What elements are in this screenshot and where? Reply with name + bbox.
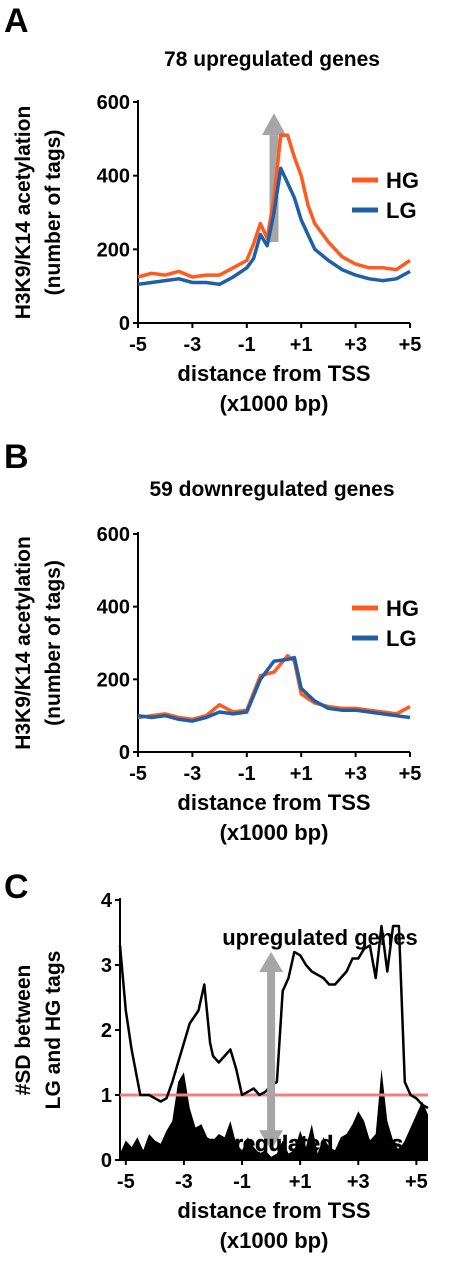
panel-letter-a: A (4, 2, 29, 40)
x-tick-label: +3 (344, 763, 367, 785)
y-tick-label: 400 (97, 597, 130, 619)
x-tick-label: -5 (129, 763, 147, 785)
x-tick-label: +1 (289, 1171, 312, 1193)
legend-label-lg: LG (386, 626, 417, 651)
x-axis-label: (x1000 bp) (220, 1228, 329, 1253)
tss-double-arrow-head-down (259, 1130, 284, 1151)
y-tick-label: 0 (101, 1150, 112, 1172)
y-tick-label: 0 (119, 313, 130, 335)
x-tick-label: +5 (399, 763, 422, 785)
x-tick-label: -3 (175, 1171, 193, 1193)
x-tick-label: -3 (184, 763, 202, 785)
legend-label-hg: HG (386, 596, 419, 621)
y-axis-label: H3K9/K14 acetylation (12, 106, 35, 320)
x-tick-label: -3 (184, 334, 202, 356)
panel-c: C 0 1 2 3 4 -5 -3 -1 +1 +3 +5 distance from TSS (x10… (4, 868, 429, 1253)
x-axis-label: distance from TSS (177, 790, 370, 815)
panel-letter-b: B (4, 438, 29, 476)
tss-arrow-head (262, 113, 286, 136)
panel-a: A 78 upregulated genes 0 200 400 600 -5 -3 -1 +… (4, 2, 421, 416)
y-axis-label: LG and HG tags (42, 951, 65, 1110)
x-axis-label: distance from TSS (177, 1198, 370, 1223)
x-tick-label: +1 (290, 334, 313, 356)
x-tick-label: +5 (405, 1171, 428, 1193)
y-axis-label: (number of tags) (42, 560, 65, 726)
series-line-hg (137, 133, 411, 279)
y-axis-label: H3K9/K14 acetylation (12, 536, 35, 750)
y-tick-label: 200 (97, 669, 130, 691)
panel-letter-c: C (4, 868, 29, 906)
x-axis-label: (x1000 bp) (220, 391, 329, 416)
x-tick-label: +3 (347, 1171, 370, 1193)
x-axis-label: (x1000 bp) (220, 820, 329, 845)
x-tick-label: -5 (117, 1171, 135, 1193)
x-tick-label: -1 (238, 334, 256, 356)
y-tick-label: 200 (97, 239, 130, 261)
panel-b-title: 59 downregulated genes (149, 478, 394, 501)
x-tick-label: -5 (129, 334, 147, 356)
x-tick-label: +5 (399, 334, 422, 356)
annotation-downregulated: downregulated genes (177, 1131, 403, 1156)
x-tick-label: -1 (233, 1171, 251, 1193)
panel-b: B 59 downregulated genes 0 200 400 600 -5 -3 -… (4, 438, 421, 845)
x-tick-label: -1 (238, 763, 256, 785)
y-tick-label: 0 (119, 742, 130, 764)
y-tick-label: 1 (101, 1085, 112, 1107)
y-axis-label: #SD between (12, 965, 35, 1096)
y-tick-label: 4 (101, 890, 113, 912)
series-line-lg (137, 166, 411, 287)
x-tick-label: +3 (344, 334, 367, 356)
y-tick-label: 3 (101, 955, 112, 977)
legend-label-hg: HG (386, 168, 419, 193)
series-line-lg (137, 655, 411, 723)
y-tick-label: 600 (97, 524, 130, 546)
tss-double-arrow-head-up (259, 952, 284, 972)
y-tick-label: 400 (97, 166, 130, 188)
annotation-upregulated: upregulated genes (222, 925, 418, 950)
series-line-hg (137, 653, 411, 722)
x-tick-label: +1 (290, 763, 313, 785)
x-axis-label: distance from TSS (177, 361, 370, 386)
downregulated-area (120, 1069, 428, 1160)
upregulated-line (118, 924, 429, 1110)
y-tick-label: 600 (97, 92, 130, 114)
y-tick-label: 2 (101, 1020, 112, 1042)
legend-label-lg: LG (386, 198, 417, 223)
panel-a-title: 78 upregulated genes (164, 48, 380, 71)
y-axis-label: (number of tags) (42, 130, 65, 296)
